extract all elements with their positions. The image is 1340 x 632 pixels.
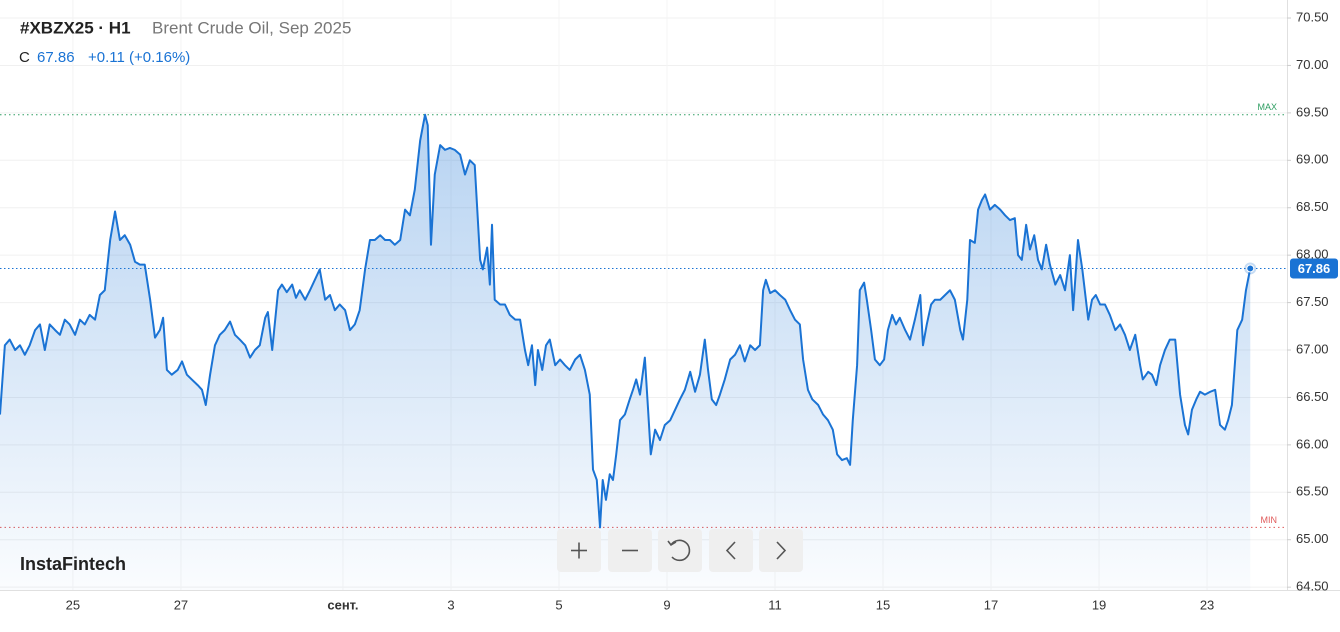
change: +0.11 (+0.16%)	[88, 49, 190, 66]
scroll-left-button[interactable]	[709, 529, 753, 572]
reset-button[interactable]	[658, 529, 702, 572]
x-tick-label: 17	[984, 597, 998, 612]
min-line-label: MIN	[1261, 515, 1278, 525]
x-tick-label: 23	[1200, 597, 1214, 612]
x-tick-label: 15	[876, 597, 890, 612]
close-value: 67.86	[37, 49, 75, 66]
y-tick-label: 66.00	[1296, 436, 1329, 451]
plot: MAX MIN	[0, 102, 1287, 591]
y-tick-label: 66.50	[1296, 389, 1329, 404]
x-tick-label: 25	[66, 597, 80, 612]
x-tick-label: 3	[447, 597, 454, 612]
line	[0, 113, 1252, 529]
y-tick-label: 70.50	[1296, 9, 1329, 24]
y-tick-label: 69.00	[1296, 152, 1329, 167]
scroll-right-button[interactable]	[759, 529, 803, 572]
close-label: C	[19, 49, 30, 66]
y-tick-label: 68.50	[1296, 199, 1329, 214]
y-tick-label: 70.00	[1296, 57, 1329, 72]
chart-title: #XBZX25 · H1	[20, 18, 131, 37]
x-tick-label: 27	[174, 597, 188, 612]
zoom-out-button[interactable]	[608, 529, 652, 572]
x-tick-label: сент.	[327, 597, 358, 612]
y-tick-label: 67.50	[1296, 294, 1329, 309]
x-tick-label: 19	[1092, 597, 1106, 612]
price-tag	[1290, 258, 1338, 279]
y-tick-label: 64.50	[1296, 579, 1329, 594]
y-tick-label: 65.50	[1296, 484, 1329, 499]
x-tick-label: 11	[768, 597, 782, 612]
area	[0, 114, 1251, 591]
watermark: InstaFintech	[20, 554, 126, 574]
max-line-label: MAX	[1257, 102, 1277, 112]
price-tag-label: 67.86	[1298, 261, 1331, 276]
x-tick-label: 9	[663, 597, 670, 612]
last-point	[1246, 264, 1255, 273]
y-tick-label: 68.00	[1296, 247, 1329, 262]
y-tick-label: 69.50	[1296, 104, 1329, 119]
toolbar	[557, 529, 803, 572]
axes: 64.50 65.00 65.50 66.00 66.50 67.00 67.50 68.00…	[66, 9, 1338, 612]
x-tick-label: 5	[555, 597, 562, 612]
zoom-in-button[interactable]	[557, 529, 601, 572]
y-tick-label: 67.00	[1296, 341, 1329, 356]
y-tick-label: 65.00	[1296, 531, 1329, 546]
chart-subtitle: Brent Crude Oil, Sep 2025	[152, 18, 351, 37]
